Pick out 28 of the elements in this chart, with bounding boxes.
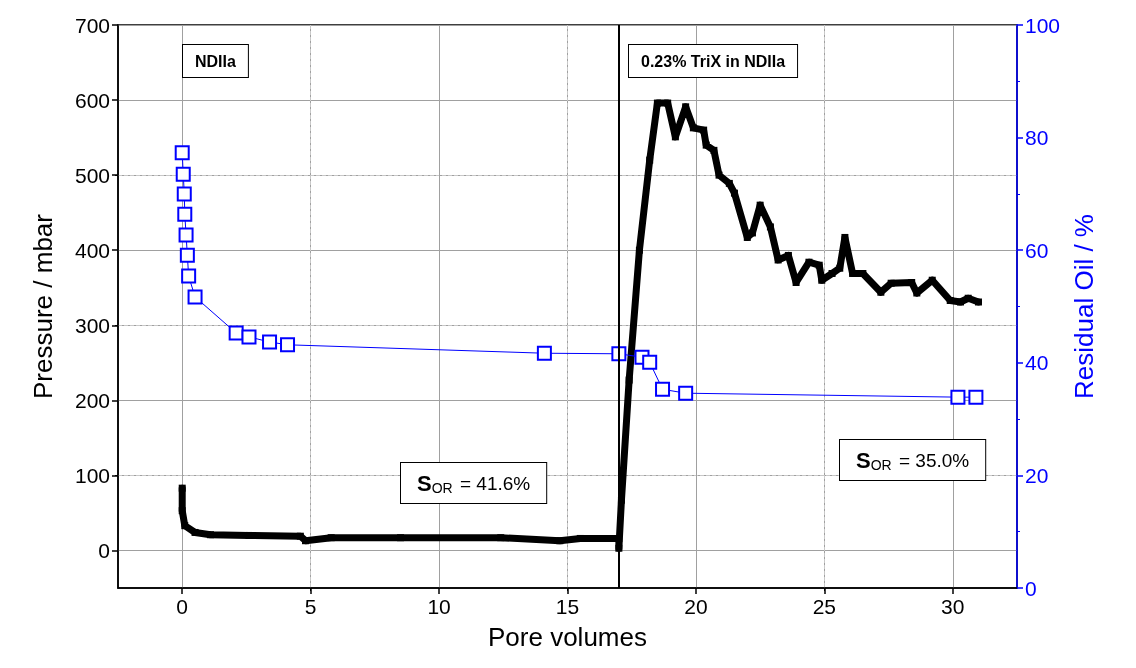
y-tick-label: 400 [74, 238, 110, 262]
y2-tick-label: 60 [1025, 238, 1049, 262]
x-tick-label: 20 [684, 595, 708, 618]
annotation: NDIIa [195, 52, 236, 70]
x-tick-label: 25 [812, 595, 837, 618]
y-tick-label: 500 [74, 163, 110, 187]
y2-tick-label: 80 [1025, 126, 1049, 150]
y-tick-label: 600 [74, 88, 110, 112]
x-axis-title: Pore volumes [488, 622, 647, 652]
y-tick-label: 0 [98, 538, 110, 562]
y-axis-title: Pressure / mbar [28, 213, 58, 399]
y2-axis-title: Residual Oil / % [1068, 214, 1099, 399]
x-tick-label: 30 [941, 595, 965, 618]
y2-tick-label: 20 [1025, 463, 1049, 487]
y2-tick-label: 40 [1025, 351, 1049, 375]
y-tick-label: 100 [74, 463, 110, 487]
y-tick-label: 700 [74, 13, 110, 37]
annotation: SOR = 35.0% [856, 447, 970, 473]
x-tick-label: 5 [304, 595, 317, 618]
annotation: SOR = 41.6% [417, 470, 531, 496]
annotation: 0.23% TriX in NDIIa [641, 52, 786, 70]
y2-tick-label: 100 [1025, 13, 1061, 37]
x-tick-label: 0 [176, 595, 189, 618]
x-tick-label: 10 [427, 595, 451, 618]
x-tick-label: 15 [555, 595, 580, 618]
y-tick-label: 300 [74, 313, 110, 337]
y-tick-label: 200 [74, 388, 110, 412]
y2-tick-label: 0 [1025, 576, 1037, 600]
